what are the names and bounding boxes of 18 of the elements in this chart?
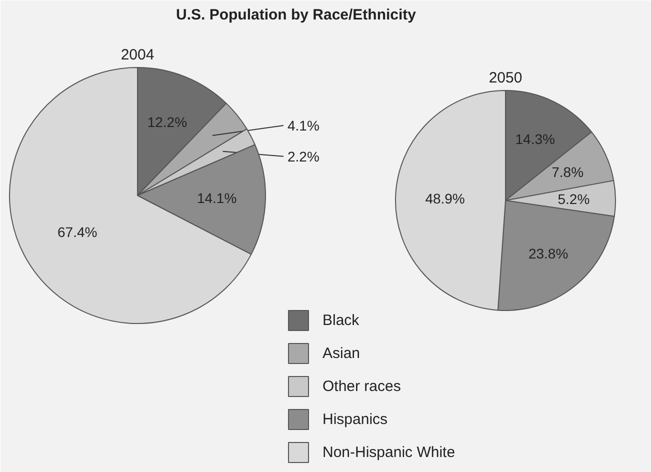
legend-label: Black [322,312,360,329]
legend-label: Asian [322,345,360,362]
data-label: 48.9% [425,190,465,206]
data-label: 12.2% [147,114,188,130]
data-label: 14.1% [196,190,237,206]
chart-title: U.S. Population by Race/Ethnicity [176,6,417,24]
legend-label: Hispanics [322,411,388,428]
data-label: 4.1% [288,117,320,134]
legend-label: Non-Hispanic White [322,444,456,461]
legend-label: Other races [322,378,401,395]
data-label: 2.2% [288,148,320,164]
data-label: 7.8% [552,164,584,180]
data-label: 67.4% [58,224,98,240]
chart-subtitle: 2050 [488,70,522,86]
data-label: 23.8% [528,246,568,262]
data-label: 5.2% [558,191,590,208]
chart-subtitle: 2004 [120,46,154,64]
data-label: 14.3% [515,131,555,148]
